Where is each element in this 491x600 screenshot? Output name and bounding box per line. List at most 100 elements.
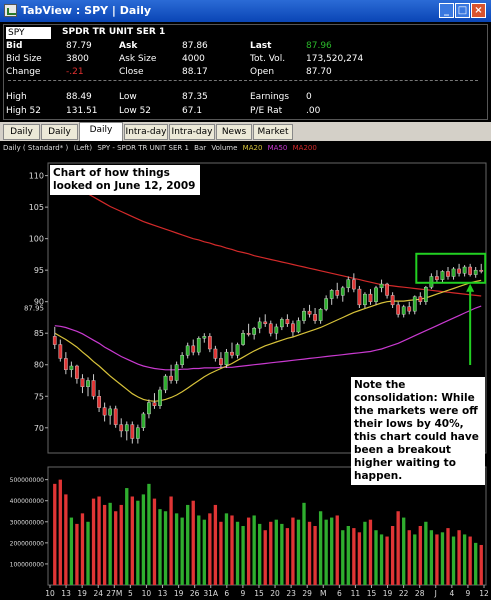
- candle-body: [346, 279, 351, 289]
- volume-bar: [413, 534, 417, 585]
- candle-body: [468, 266, 473, 275]
- volume-tick-label-4: 500000000: [10, 477, 45, 484]
- x-tick-label-9: 26: [190, 589, 200, 598]
- volume-bar: [186, 504, 190, 585]
- low52-value: 67.1: [182, 106, 203, 116]
- volume-bar: [468, 536, 472, 585]
- candle-body: [363, 293, 367, 306]
- chart-area[interactable]: Daily ( Standard* ) (Left) SPY - SPDR TR…: [0, 141, 491, 600]
- low-label: Low: [119, 92, 137, 102]
- volume-bar: [119, 504, 123, 585]
- tab-market[interactable]: Market: [253, 124, 293, 140]
- candle-body: [141, 413, 146, 428]
- x-tick-label-7: 13: [158, 589, 168, 598]
- x-tick-label-27: 12: [479, 589, 489, 598]
- candle-body: [246, 333, 251, 335]
- price-tick-label-2: 80: [34, 361, 44, 370]
- tab-intraday-1[interactable]: Intra-day: [124, 124, 168, 140]
- volume-bar: [86, 521, 90, 585]
- volume-bar: [208, 513, 212, 585]
- volume-tick-label-1: 200000000: [10, 540, 45, 547]
- x-tick-label-24: J: [434, 589, 437, 598]
- candle-body: [285, 319, 290, 324]
- candle-body: [318, 309, 323, 321]
- tab-daily-3[interactable]: Daily: [79, 122, 123, 141]
- candle-body: [135, 427, 140, 439]
- volume-bar: [374, 530, 378, 585]
- volume-bar: [69, 517, 74, 585]
- candle-body: [152, 402, 157, 406]
- candle-body: [324, 298, 329, 310]
- volume-bar: [114, 511, 118, 585]
- volume-bar: [91, 498, 96, 585]
- volume-bar: [435, 534, 439, 585]
- ask-size-label: Ask Size: [119, 54, 157, 64]
- volume-bar: [474, 542, 478, 585]
- volume-bar: [158, 509, 162, 585]
- candle-body: [423, 286, 428, 302]
- bid-size-label: Bid Size: [6, 54, 42, 64]
- chart-symbol: SPY - SPDR TR UNIT SER 1: [97, 144, 189, 152]
- chart-axis: (Left): [73, 144, 93, 152]
- price-tick-label-0: 70: [34, 424, 44, 433]
- candle-body: [279, 319, 284, 328]
- candle-body: [52, 336, 57, 345]
- change-label: Change: [6, 67, 41, 77]
- pe-value: .00: [306, 106, 321, 116]
- title-note: Chart of how things looked on June 12, 2…: [50, 165, 200, 195]
- price-tick-label-1: 75: [34, 392, 44, 401]
- volume-bar: [180, 517, 184, 585]
- high52-label: High 52: [6, 106, 41, 116]
- volume-bar: [407, 530, 411, 585]
- candle-body: [147, 402, 151, 415]
- price-volume-chart[interactable]: 70758085909510010511087.9510000000020000…: [0, 141, 491, 600]
- volume-bar: [341, 530, 345, 585]
- maximize-button[interactable]: □: [455, 3, 470, 18]
- candle-body: [75, 365, 79, 379]
- volume-bar: [147, 483, 151, 585]
- candle-body: [91, 380, 96, 397]
- close-button[interactable]: ×: [471, 3, 486, 18]
- symbol-input[interactable]: SPY: [6, 27, 51, 39]
- candle-body: [307, 310, 312, 315]
- volume-bar: [108, 502, 112, 585]
- volume-tick-label-0: 100000000: [10, 561, 45, 568]
- tab-daily-1[interactable]: Daily: [3, 124, 40, 140]
- volume-bar: [80, 513, 85, 585]
- x-tick-label-5: 5: [128, 589, 133, 598]
- candle-body: [407, 306, 412, 312]
- volume-bar: [263, 530, 267, 585]
- candle-body: [263, 321, 268, 324]
- low-value: 87.35: [182, 92, 208, 102]
- tab-daily-2[interactable]: Daily: [41, 124, 78, 140]
- window-titlebar[interactable]: TabView : SPY | Daily _ □ ×: [0, 0, 491, 22]
- candle-body: [374, 287, 378, 302]
- candle-body: [291, 323, 295, 333]
- ma20-line: [54, 279, 482, 402]
- consolidation-highlight-box: [415, 252, 487, 284]
- tab-news[interactable]: News: [216, 124, 252, 140]
- candle-body: [435, 276, 439, 280]
- bid-value: 87.79: [66, 41, 92, 51]
- volume-bar: [280, 523, 284, 585]
- candle-body: [457, 268, 461, 274]
- last-price-label: 87.95: [24, 305, 44, 313]
- ask-size-value: 4000: [182, 54, 205, 64]
- close-value: 88.17: [182, 67, 208, 77]
- tab-intraday-2[interactable]: Intra-day: [169, 124, 215, 140]
- volume-bar: [246, 517, 251, 585]
- candle-body: [479, 269, 484, 272]
- volume-bar: [252, 515, 256, 585]
- consolidation-arrowhead: [466, 283, 475, 292]
- x-tick-label-18: 6: [337, 589, 342, 598]
- consolidation-note: Note the consolidation: While the market…: [351, 377, 485, 485]
- minimize-button[interactable]: _: [439, 3, 454, 18]
- security-name: SPDR TR UNIT SER 1: [62, 27, 166, 37]
- volume-bar: [313, 526, 317, 585]
- x-tick-label-20: 15: [367, 589, 377, 598]
- volume-bar: [396, 511, 400, 585]
- candle-body: [473, 269, 478, 275]
- candle-body: [202, 336, 207, 339]
- x-tick-label-17: M: [320, 589, 326, 598]
- volume-bar: [53, 483, 57, 585]
